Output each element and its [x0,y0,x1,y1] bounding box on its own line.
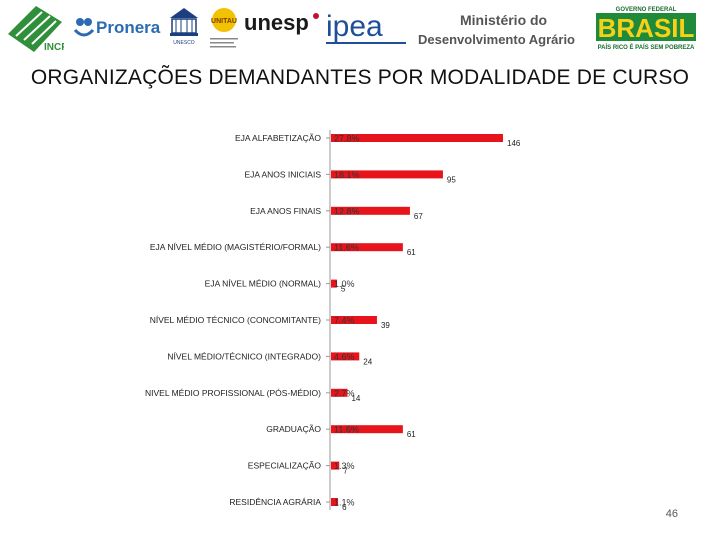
value-label: 67 [414,212,423,221]
category-label: ESPECIALIZAÇÃO [248,461,322,471]
percent-label: 4.6% [334,352,355,362]
svg-text:Desenvolvimento Agrário: Desenvolvimento Agrário [418,32,575,47]
category-label: EJA ANOS FINAIS [250,206,321,216]
svg-text:ipea: ipea [326,10,383,43]
bar [331,170,443,179]
bar [331,498,339,506]
unesco-logo: UNESCO [166,6,202,54]
bar [331,352,360,361]
value-label: 24 [363,357,372,366]
category-label: EJA NÍVEL MÉDIO (NORMAL) [205,279,322,289]
category-label: RESIDÊNCIA AGRÁRIA [229,497,321,507]
chart-title: ORGANIZAÇÕES DEMANDANTES POR MODALIDADE … [30,66,690,89]
value-label: 5 [341,285,346,294]
value-label: 61 [407,430,416,439]
bar [331,425,403,434]
category-label: EJA ANOS INICIAIS [244,169,321,179]
percent-label: 1.1% [334,498,355,508]
value-label: 6 [342,503,347,512]
svg-text:Ministério do: Ministério do [460,12,547,28]
svg-text:UNITAU: UNITAU [211,18,237,25]
ipea-logo: ipea [326,6,412,50]
value-label: 7 [343,467,348,476]
percent-label: 12.8% [334,206,360,216]
bar [331,316,377,324]
svg-text:GOVERNO FEDERAL: GOVERNO FEDERAL [616,7,677,13]
brasil-logo: GOVERNO FEDERAL BRASIL PAÍS RICO É PAÍS … [594,4,698,52]
category-label: GRADUAÇÃO [266,424,321,434]
value-label: 61 [407,248,416,257]
bar [331,279,337,288]
page-number: 46 [665,508,678,520]
percent-label: 2.7% [334,388,355,398]
percent-label: 1.0% [334,279,355,289]
category-label: NÍVEL MÉDIO TÉCNICO (CONCOMITANTE) [150,315,321,325]
percent-label: 1.3% [334,461,355,471]
category-label: EJA ALFABETIZAÇÃO [235,133,321,143]
bar [331,461,340,470]
category-label: NIVEL MÉDIO PROFISSIONAL (PÓS-MÉDIO) [145,388,321,398]
percent-label: 11.6% [334,243,359,253]
unitau-logo: UNITAU [206,6,242,54]
svg-text:PAÍS RICO É PAÍS SEM POBREZA: PAÍS RICO É PAÍS SEM POBREZA [598,43,695,51]
svg-text:INCRA: INCRA [44,42,64,53]
svg-text:UNESCO: UNESCO [173,40,195,46]
svg-text:Pronera: Pronera [96,18,161,37]
logo-banner: INCRA Pronera UNESCO UNITAU [0,0,720,60]
value-label: 95 [447,175,456,184]
bar [331,134,503,142]
value-label: 39 [381,321,390,330]
bar [331,388,348,397]
category-label: EJA NÍVEL MÉDIO (MAGISTÉRIO/FORMAL) [150,242,321,252]
value-label: 14 [351,394,360,403]
pronera-logo: Pronera [72,12,162,42]
category-label: NÍVEL MÉDIO/TÉCNICO (INTEGRADO) [167,351,321,361]
svg-text:BRASIL: BRASIL [598,13,695,43]
unesp-logo: unesp [242,8,322,38]
percent-label: 11.6% [334,425,359,435]
percent-label: 27.8% [334,134,360,144]
bar [331,206,410,215]
mda-logo: Ministério do Desenvolvimento Agrário [418,12,580,48]
incra-logo: INCRA [6,4,76,56]
bar [331,243,403,252]
svg-text:unesp: unesp [244,10,309,35]
percent-label: 18.1% [334,170,360,180]
value-label: 146 [507,139,521,148]
percent-label: 7.4% [334,316,355,326]
